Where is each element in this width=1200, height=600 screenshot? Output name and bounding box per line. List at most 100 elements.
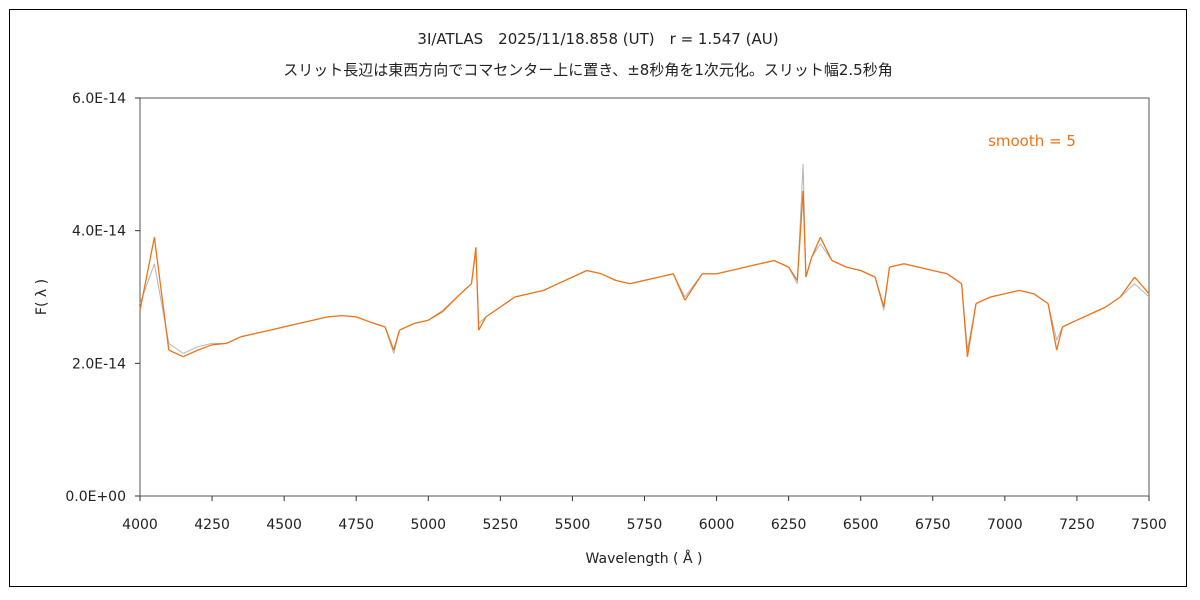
smooth-spectrum-segment [745,263,760,268]
smooth-spectrum-segment [470,247,477,284]
smooth-spectrum-segment [860,269,876,278]
smooth-spectrum-segment [874,276,885,308]
smooth-spectrum-segment [788,266,798,281]
smooth-spectrum-segment [684,273,703,301]
smooth-spectrum-segment [1134,276,1150,295]
raw-spectrum-segment [182,346,198,354]
x-tick-label: 5250 [483,517,519,533]
raw-spectrum-segment [1134,283,1150,298]
raw-spectrum-segment [168,342,184,354]
smooth-spectrum-segment [796,190,804,281]
smooth-spectrum-segment [1056,326,1064,351]
smooth-spectrum-segment [1062,319,1078,328]
chart-title: 3I/ATLAS 2025/11/18.858 (UT) r = 1.547 (… [417,30,778,48]
smooth-spectrum-segment [889,263,905,268]
smooth-spectrum-segment [672,273,686,301]
y-tick-label: 0.0E+00 [65,489,126,505]
smooth-spectrum-segment [903,263,919,268]
smooth-spectrum-segment [327,314,342,318]
smooth-spectrum-segment [456,283,472,298]
x-tick-label: 5000 [410,517,446,533]
smooth-spectrum-segment [212,342,227,346]
smooth-spectrum-segment [298,319,314,325]
smooth-spectrum-segment [355,316,371,323]
axes-layer: 4000 4250 4500 4750 5000 5250 5500 5750 6000 6250… [65,91,1166,533]
smooth-spectrum-segment [384,326,395,351]
smooth-spectrum-segment [255,329,270,335]
smooth-spectrum-segment [153,237,170,351]
smooth-spectrum-segment [883,267,891,308]
smooth-spectrum-segment [514,293,530,298]
smooth-spectrum-segment [168,349,184,358]
smooth-spectrum-segment [730,266,746,272]
smooth-spectrum-segment [716,269,732,275]
smooth-spectrum-segment [831,259,847,268]
y-tick-label: 2.0E-14 [72,356,126,372]
x-tick-label: 6750 [915,517,951,533]
smooth-spectrum-segment [1019,289,1034,295]
chart-subtitle: スリット長辺は東西方向でコマセンター上に置き、±8秒角を1次元化。スリット幅2.… [283,61,892,79]
smooth-spectrum-segment [393,330,401,351]
smooth-spectrum-segment [990,293,1006,298]
smooth-spectrum-segment [975,296,991,305]
smooth-spectrum-segment [1091,306,1107,315]
smooth-spectrum-segment [658,273,674,278]
smooth-spectrum-segment [805,257,813,278]
y-axis-label: F( λ ) [34,279,50,315]
smooth-spectrum-segment [846,266,861,272]
smooth-spectrum-segment [500,296,516,308]
x-tick-label: 7500 [1131,517,1167,533]
smooth-spectrum-segment [283,322,299,328]
smooth-spectrum-segment [197,344,213,351]
smooth-spectrum-segment [240,332,256,338]
raw-spectrum-segment [197,342,213,348]
smooth-spectrum-segment [586,269,602,275]
x-tick-label: 7000 [987,517,1023,533]
smooth-spectrum-segment [960,283,969,357]
smooth-spectrum-segment [1105,296,1121,308]
smooth-spectrum-segment [529,289,544,295]
smooth-spectrum-segment [811,237,821,258]
smooth-spectrum-segment [1004,289,1020,295]
x-tick-label: 6000 [699,517,735,533]
smooth-spectrum-segment [485,306,501,318]
smooth-spectrum-segment [572,269,588,278]
smooth-spectrum-segment [629,279,645,285]
x-tick-label: 5500 [555,517,591,533]
smooth-spectrum-segment [1033,293,1049,305]
y-tick-label: 4.0E-14 [72,224,126,240]
smooth-spectrum-segment [478,316,487,331]
smooth-spectrum-segment [341,314,357,318]
x-tick-label: 6250 [771,517,807,533]
smooth-spectrum-segment [442,296,458,313]
smooth-spectrum-segment [1119,276,1136,298]
x-tick-label: 4500 [266,517,302,533]
plot-area [139,97,1150,497]
x-tick-label: 6500 [843,517,879,533]
x-axis-label: Wavelength ( Å ) [586,550,703,567]
smooth-spectrum-segment [399,322,415,331]
smooth-spectrum-segment [946,273,962,285]
smooth-spectrum-segment [370,321,386,328]
smooth-spectrum-segment [269,326,285,331]
smooth-spectrum-segment [182,349,198,358]
smooth-spectrum-segment [802,190,807,278]
smooth-spectrum-segment [312,316,328,321]
smooth-spectrum-segment [759,259,775,265]
x-tick-label: 4000 [122,517,158,533]
smooth-annotation: smooth = 5 [988,132,1076,150]
smooth-spectrum-segment [773,259,789,268]
smooth-spectrum-segment [226,336,242,344]
smooth-spectrum-segment [819,237,833,261]
smooth-spectrum-segment [427,311,444,321]
smooth-spectrum-segment [601,273,616,281]
smooth-spectrum-segment [644,276,660,282]
smooth-spectrum-segment [413,319,429,325]
smooth-spectrum-layer [139,190,1150,358]
x-tick-label: 5750 [627,517,663,533]
smooth-spectrum-segment [475,247,480,331]
x-tick-label: 4750 [338,517,374,533]
x-tick-label: 4250 [194,517,230,533]
smooth-spectrum-segment [615,279,631,285]
